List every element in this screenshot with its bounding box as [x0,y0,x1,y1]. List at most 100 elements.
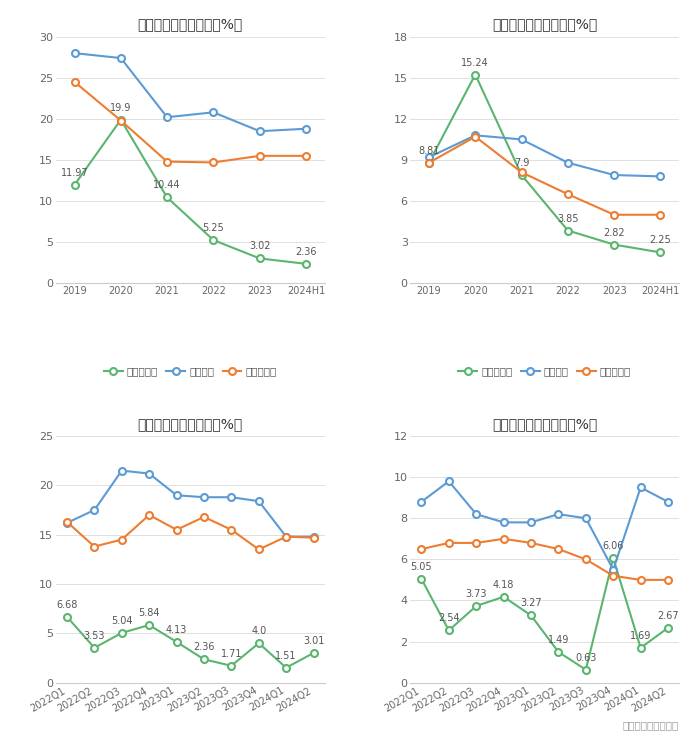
行业均值 [199,493,208,501]
行业中位数 [172,526,181,534]
行业中位数 [664,575,672,584]
公司净利率 [636,644,645,653]
Text: 10.44: 10.44 [153,181,181,191]
行业中位数 [199,512,208,521]
公司毛利率 [228,661,236,670]
行业均值 [302,124,310,133]
行业均值 [255,497,263,506]
公司毛利率 [255,639,263,647]
行业中位数 [444,539,453,548]
Text: 15.24: 15.24 [461,57,489,68]
公司净利率 [444,626,453,635]
行业中位数 [145,511,153,520]
行业中位数 [527,539,536,548]
公司净利率 [527,611,536,619]
Text: 3.01: 3.01 [303,636,324,646]
Text: 0.63: 0.63 [575,653,596,663]
行业均值 [209,108,218,117]
Title: 季度净利率变化情况（%）: 季度净利率变化情况（%） [492,417,597,431]
公司净利率 [609,553,617,562]
行业中位数 [117,116,125,125]
Text: 1.71: 1.71 [220,649,242,659]
行业中位数 [499,534,508,543]
公司毛利率 [282,664,290,672]
公司净利率 [664,623,672,632]
Text: 1.49: 1.49 [547,635,569,645]
行业中位数 [657,211,665,219]
行业均值 [228,493,236,501]
行业中位数 [302,151,310,160]
Text: 3.27: 3.27 [520,598,542,608]
公司毛利率 [309,649,318,658]
Text: 4.13: 4.13 [166,625,188,635]
Title: 历年毛利率变化情况（%）: 历年毛利率变化情况（%） [138,18,243,32]
Text: 6.06: 6.06 [603,541,624,551]
行业中位数 [472,539,480,548]
行业均值 [90,506,99,515]
公司净利率 [471,70,480,79]
Text: 3.73: 3.73 [466,589,487,599]
行业中位数 [282,532,290,541]
公司净利率 [554,647,563,656]
Line: 行业均值: 行业均值 [418,478,671,573]
Line: 行业均值: 行业均值 [426,132,664,180]
Text: 1.69: 1.69 [630,631,651,641]
Line: 公司净利率: 公司净利率 [418,555,671,673]
Text: 3.85: 3.85 [557,214,579,224]
Text: 2.25: 2.25 [650,236,671,245]
公司毛利率 [209,236,218,244]
公司毛利率 [172,638,181,647]
Title: 季度毛利率变化情况（%）: 季度毛利率变化情况（%） [138,417,243,431]
行业中位数 [582,555,590,564]
公司毛利率 [90,644,99,653]
行业中位数 [90,542,99,551]
公司毛利率 [63,612,71,621]
行业均值 [472,509,480,518]
行业均值 [282,532,290,541]
行业中位数 [118,535,126,544]
Text: 数据来源：恒生聚源: 数据来源：恒生聚源 [623,720,679,730]
公司净利率 [610,240,618,249]
行业均值 [417,498,426,506]
行业中位数 [209,158,218,167]
公司净利率 [472,602,480,611]
Text: 5.05: 5.05 [411,562,432,572]
行业均值 [256,127,264,136]
Line: 行业中位数: 行业中位数 [64,512,317,553]
Text: 5.84: 5.84 [139,608,160,618]
行业中位数 [417,545,426,553]
Text: 5.25: 5.25 [202,223,224,233]
Text: 5.04: 5.04 [111,616,132,626]
公司净利率 [499,592,508,601]
公司毛利率 [70,181,78,189]
Text: 2.54: 2.54 [438,614,460,623]
公司毛利率 [118,628,126,637]
公司毛利率 [145,621,153,630]
行业均值 [554,509,563,518]
Text: 6.68: 6.68 [56,600,78,610]
行业中位数 [636,575,645,584]
行业中位数 [163,157,172,166]
行业均值 [117,54,125,62]
Text: 3.02: 3.02 [249,241,270,252]
Line: 公司毛利率: 公司毛利率 [71,116,309,267]
行业均值 [163,113,172,122]
行业均值 [517,135,526,144]
公司毛利率 [199,655,208,664]
行业均值 [582,514,590,523]
行业中位数 [554,545,563,553]
公司净利率 [657,248,665,257]
Line: 行业中位数: 行业中位数 [71,79,309,166]
公司毛利率 [302,259,310,268]
行业均值 [444,477,453,486]
行业均值 [657,172,665,181]
Line: 行业均值: 行业均值 [71,50,309,134]
Line: 行业中位数: 行业中位数 [426,133,664,218]
公司毛利率 [163,193,172,202]
行业均值 [70,48,78,57]
行业中位数 [610,211,618,219]
Text: 2.82: 2.82 [603,228,625,238]
行业均值 [610,170,618,179]
行业中位数 [228,526,236,534]
Text: 7.9: 7.9 [514,158,529,168]
